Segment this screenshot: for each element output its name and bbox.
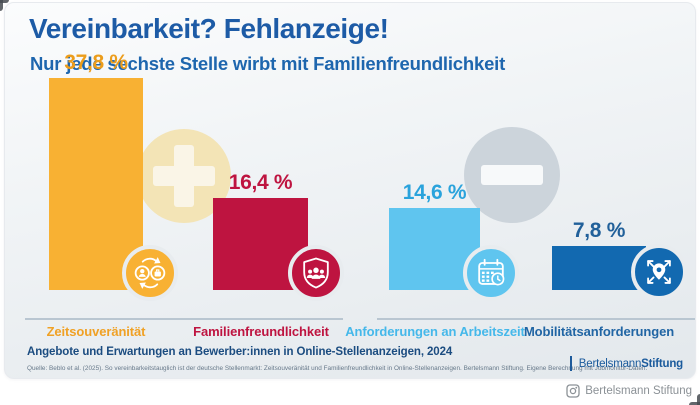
category-label-mobilitaetsanforderungen: Mobilitätsanforderungen [523, 324, 675, 339]
page-subtitle: Nur jede sechste Stelle wirbt mit Famili… [30, 53, 506, 74]
minus-circle [464, 127, 560, 223]
corner-mark [0, 0, 9, 3]
category-label-anforderungen-arbeitszeit: Anforderungen an Arbeitszeit [345, 324, 525, 339]
footer-source: Quelle: Beblo et al. (2025). So vereinba… [27, 365, 648, 372]
bar-mobilitaetsanforderungen [552, 246, 646, 290]
minus-icon [481, 165, 543, 185]
photo-credit: Bertelsmann Stiftung [566, 384, 692, 398]
work-life-exchange-icon [134, 257, 166, 289]
badge-mobilitaetsanforderungen [631, 244, 687, 300]
bar-value-label: 16,4 % [228, 171, 293, 195]
logo-text-regular: Bertelsmann [578, 357, 642, 370]
logo-divider [570, 356, 572, 371]
corner-mark [0, 0, 3, 11]
page-title: Vereinbarkeit? Fehlanzeige! [29, 13, 389, 44]
bar-group-zeitsouveraenitaet: 37,8 % [49, 51, 143, 290]
badge-zeitsouveraenitaet [122, 245, 178, 301]
badge-familienfreundlichkeit [288, 245, 344, 301]
badge-anforderungen-arbeitszeit [463, 245, 519, 301]
bar-value-label: 37,8 % [64, 51, 128, 75]
bertelsmann-stiftung-logo: Bertelsmann Stiftung [570, 356, 683, 371]
category-label-zeitsouveraenitaet: Zeitsouveränität [46, 324, 146, 339]
mobility-arrows-icon [647, 260, 671, 284]
infographic-card: Vereinbarkeit? Fehlanzeige! Nur jede sec… [4, 2, 696, 379]
corner-mark [689, 402, 700, 405]
corner-mark [697, 394, 700, 405]
axis-baseline-right [377, 318, 695, 320]
calendar-clock-icon [478, 258, 505, 286]
footer-note: Angebote und Erwartungen an Bewerber:inn… [27, 346, 453, 358]
camera-icon [566, 384, 580, 398]
bar-group-mobilitaetsanforderungen: 7,8 % [552, 219, 646, 290]
bar-value-label: 14,6 % [402, 181, 467, 205]
photo-credit-label: Bertelsmann Stiftung [585, 385, 692, 397]
category-label-familienfreundlichkeit: Familienfreundlichkeit [193, 324, 329, 339]
family-shield-icon [303, 257, 329, 289]
bar-value-label: 7,8 % [572, 219, 626, 243]
axis-baseline-left [25, 318, 343, 320]
logo-text-bold: Stiftung [641, 357, 683, 370]
